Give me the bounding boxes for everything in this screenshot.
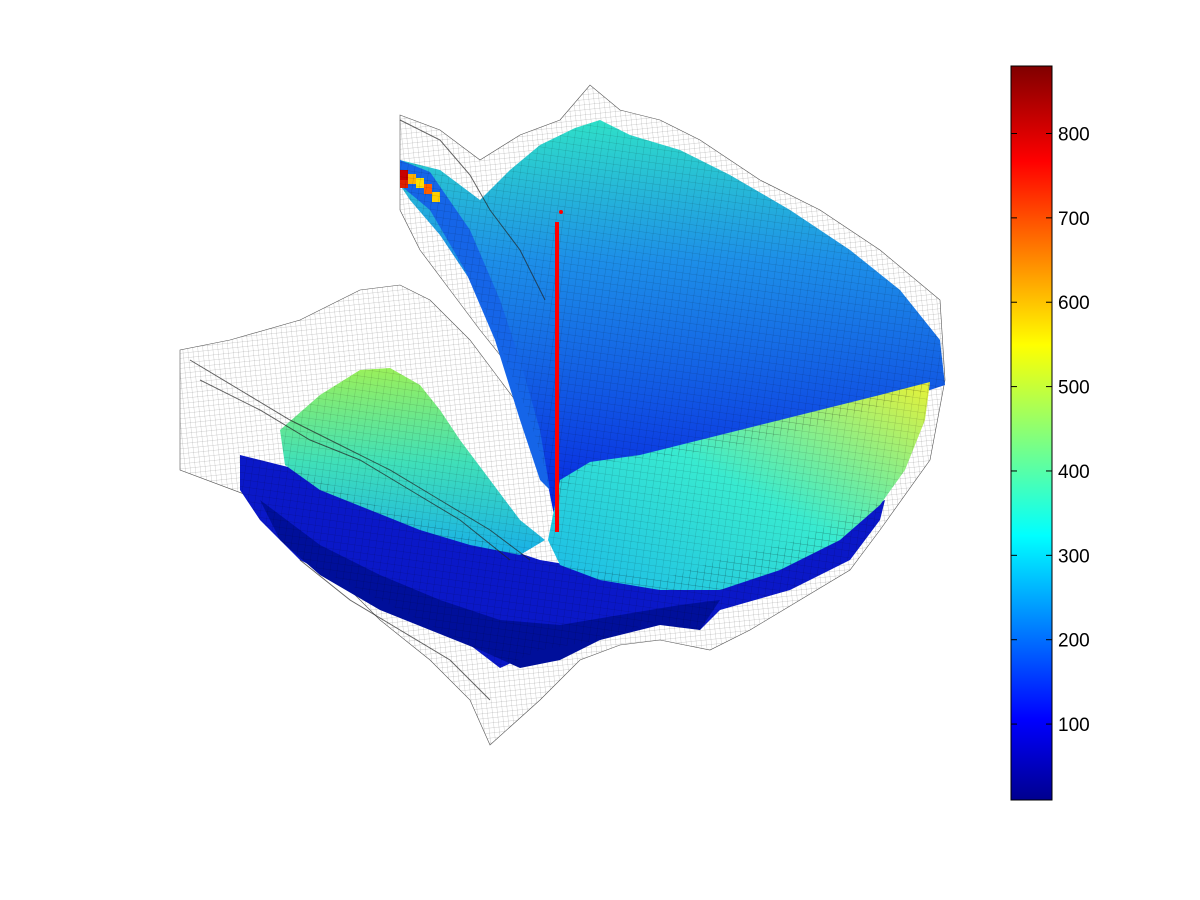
colorbar-tick-label: 600: [1058, 293, 1090, 314]
ridge-lines: [189, 119, 546, 701]
colorbar-tick-label: 100: [1058, 715, 1090, 736]
colorbar-tick-label: 800: [1058, 124, 1090, 145]
reservoir-surface-plot: [179, 84, 946, 746]
colorbar-tick-label: 400: [1058, 462, 1090, 483]
colorbar: 100 200 300 400 500 600 700 800: [1010, 65, 1090, 801]
well-head: [559, 210, 563, 214]
colorbar-tick-label: 700: [1058, 209, 1090, 230]
mesh-overlay-base: [240, 455, 885, 668]
mesh-overlay-hill: [280, 368, 545, 555]
colorbar-tick-label: 200: [1058, 631, 1090, 652]
colorbar-tick-label: 300: [1058, 546, 1090, 567]
colorbar-tick-label: 500: [1058, 378, 1090, 399]
colorbar-gradient: [1010, 65, 1053, 801]
